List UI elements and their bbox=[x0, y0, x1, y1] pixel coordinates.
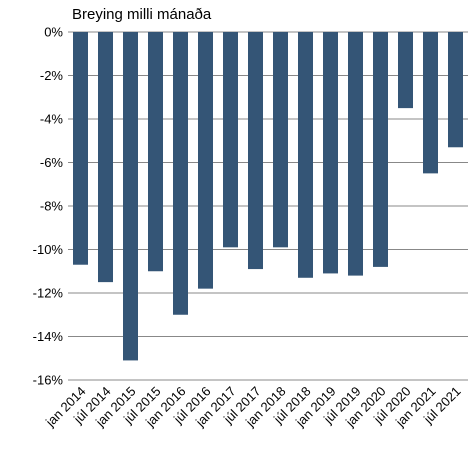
bar bbox=[423, 32, 438, 174]
y-tick-label: -14% bbox=[33, 329, 64, 344]
bar bbox=[398, 32, 413, 109]
y-tick-label: -6% bbox=[40, 155, 64, 170]
y-tick-label: -4% bbox=[40, 112, 64, 127]
bar bbox=[323, 32, 338, 274]
bar bbox=[173, 32, 188, 315]
bar bbox=[98, 32, 113, 283]
bar bbox=[373, 32, 388, 267]
y-tick-label: -2% bbox=[40, 68, 64, 83]
bar bbox=[298, 32, 313, 278]
bar bbox=[273, 32, 288, 248]
y-tick-label: -10% bbox=[33, 242, 64, 257]
chart-title: Breying milli mánaða bbox=[72, 6, 212, 23]
bar bbox=[198, 32, 213, 289]
y-axis-ticks: 0% -2% -4% -6% -8% -10% -12% -14% -16% bbox=[33, 25, 64, 388]
bars bbox=[73, 32, 463, 361]
bar bbox=[73, 32, 88, 265]
bar bbox=[123, 32, 138, 361]
bar bbox=[248, 32, 263, 270]
y-tick-label: -8% bbox=[40, 199, 64, 214]
bar bbox=[348, 32, 363, 276]
bar bbox=[148, 32, 163, 272]
gridlines bbox=[68, 31, 468, 381]
bar bbox=[223, 32, 238, 248]
y-tick-label: 0% bbox=[44, 25, 63, 40]
y-tick-label: -16% bbox=[33, 373, 64, 388]
y-tick-label: -12% bbox=[33, 286, 64, 301]
bar bbox=[448, 32, 463, 148]
